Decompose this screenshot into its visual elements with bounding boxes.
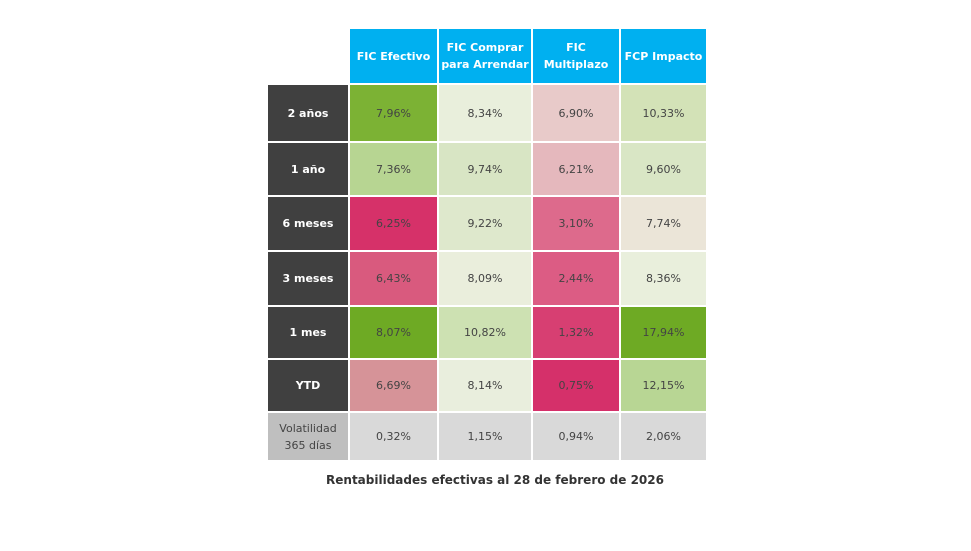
row-label: 6 meses (268, 197, 348, 250)
row-label: Volatilidad 365 días (268, 413, 348, 460)
heatmap-cell: 0,94% (533, 413, 619, 460)
heatmap-cell: 8,14% (439, 360, 531, 411)
chart-caption: Rentabilidades efectivas al 28 de febrer… (326, 473, 664, 487)
heatmap-cell: 8,07% (350, 307, 437, 358)
heatmap-cell: 6,21% (533, 143, 619, 195)
row-label: 1 año (268, 143, 348, 195)
heatmap-cell: 9,74% (439, 143, 531, 195)
heatmap-cell: 8,36% (621, 252, 706, 305)
heatmap-cell: 0,75% (533, 360, 619, 411)
column-header: FIC Efectivo (350, 29, 437, 83)
row-label: YTD (268, 360, 348, 411)
heatmap-cell: 17,94% (621, 307, 706, 358)
heatmap-cell: 6,90% (533, 85, 619, 141)
heatmap-cell: 2,06% (621, 413, 706, 460)
corner-empty (268, 29, 348, 83)
row-label: 3 meses (268, 252, 348, 305)
heatmap-cell: 1,32% (533, 307, 619, 358)
heatmap-cell: 6,69% (350, 360, 437, 411)
heatmap-cell: 3,10% (533, 197, 619, 250)
column-header: FIC Comprar para Arrendar (439, 29, 531, 83)
row-label: 1 mes (268, 307, 348, 358)
heatmap-cell: 7,96% (350, 85, 437, 141)
heatmap-cell: 6,43% (350, 252, 437, 305)
heatmap-cell: 1,15% (439, 413, 531, 460)
heatmap-cell: 12,15% (621, 360, 706, 411)
heatmap-cell: 7,74% (621, 197, 706, 250)
returns-heatmap-table: FIC Efectivo FIC Comprar para Arrendar FIC… (268, 29, 706, 460)
heatmap-cell: 9,22% (439, 197, 531, 250)
heatmap-cell: 8,09% (439, 252, 531, 305)
heatmap-cell: 2,44% (533, 252, 619, 305)
heatmap-cell: 8,34% (439, 85, 531, 141)
heatmap-cell: 7,36% (350, 143, 437, 195)
column-header: FCP Impacto (621, 29, 706, 83)
heatmap-cell: 0,32% (350, 413, 437, 460)
heatmap-cell: 10,33% (621, 85, 706, 141)
column-header: FIC Multiplazo (533, 29, 619, 83)
heatmap-cell: 10,82% (439, 307, 531, 358)
heatmap-cell: 9,60% (621, 143, 706, 195)
heatmap-cell: 6,25% (350, 197, 437, 250)
row-label: 2 años (268, 85, 348, 141)
